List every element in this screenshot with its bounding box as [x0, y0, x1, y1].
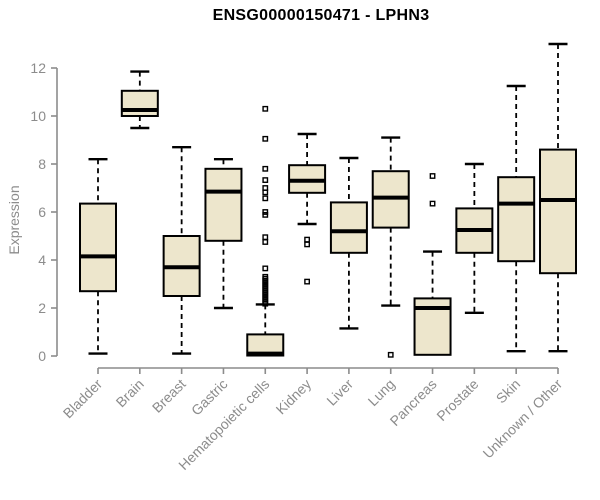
outlier-point	[262, 189, 269, 196]
iqr-box	[120, 89, 159, 118]
box-pancreas	[413, 173, 452, 356]
x-tick-label-unknown-other: Unknown / Other	[480, 376, 566, 462]
x-tick-label-skin: Skin	[493, 376, 524, 407]
outlier-point	[304, 236, 310, 243]
box-hematopoietic-cells	[246, 105, 285, 357]
x-tick-label-brain: Brain	[113, 376, 147, 410]
x-tick-label-kidney: Kidney	[273, 376, 315, 418]
box-unknown-other	[539, 42, 577, 353]
chart-title: ENSG00000150471 - LPHN3	[212, 7, 430, 24]
iqr-box	[497, 176, 536, 263]
box-brain	[120, 70, 159, 130]
y-tick-label-0: 0	[38, 348, 46, 364]
outlier-point	[262, 265, 269, 272]
outlier-point	[387, 351, 394, 358]
outlier-point	[262, 234, 269, 241]
iqr-box	[329, 201, 368, 254]
outlier-point	[262, 105, 269, 112]
outlier-point	[262, 239, 269, 245]
y-tick-label-8: 8	[38, 156, 46, 172]
x-tick-label-liver: Liver	[323, 376, 356, 409]
box-skin	[497, 84, 536, 353]
outlier-point	[262, 135, 269, 142]
y-tick-label-2: 2	[38, 300, 46, 316]
outlier-point	[262, 177, 269, 183]
outlier-point	[304, 241, 310, 248]
box-kidney	[288, 132, 327, 285]
outlier-point	[262, 195, 269, 202]
box-liver	[329, 156, 368, 330]
outlier-point	[429, 173, 436, 179]
x-tick-label-lung: Lung	[365, 376, 398, 409]
x-tick-label-prostate: Prostate	[433, 376, 481, 424]
outlier-point	[304, 278, 310, 285]
box-lung	[371, 136, 410, 358]
iqr-box	[204, 167, 243, 242]
outlier-point	[262, 300, 269, 307]
outlier-point	[262, 165, 269, 172]
x-tick-label-breast: Breast	[149, 376, 189, 416]
x-tick-label-bladder: Bladder	[60, 376, 106, 422]
box-bladder	[79, 157, 117, 355]
box-gastric	[204, 157, 243, 310]
box-breast	[162, 145, 201, 355]
y-tick-label-10: 10	[30, 108, 46, 124]
iqr-box	[539, 148, 577, 275]
box-prostate	[455, 162, 494, 314]
y-tick-label-4: 4	[38, 252, 46, 268]
outlier-point	[262, 211, 269, 218]
y-tick-label-6: 6	[38, 204, 46, 220]
iqr-box	[79, 202, 117, 293]
y-tick-label-12: 12	[30, 60, 46, 76]
y-axis-title: Expression	[6, 185, 22, 255]
outlier-point	[429, 200, 436, 207]
